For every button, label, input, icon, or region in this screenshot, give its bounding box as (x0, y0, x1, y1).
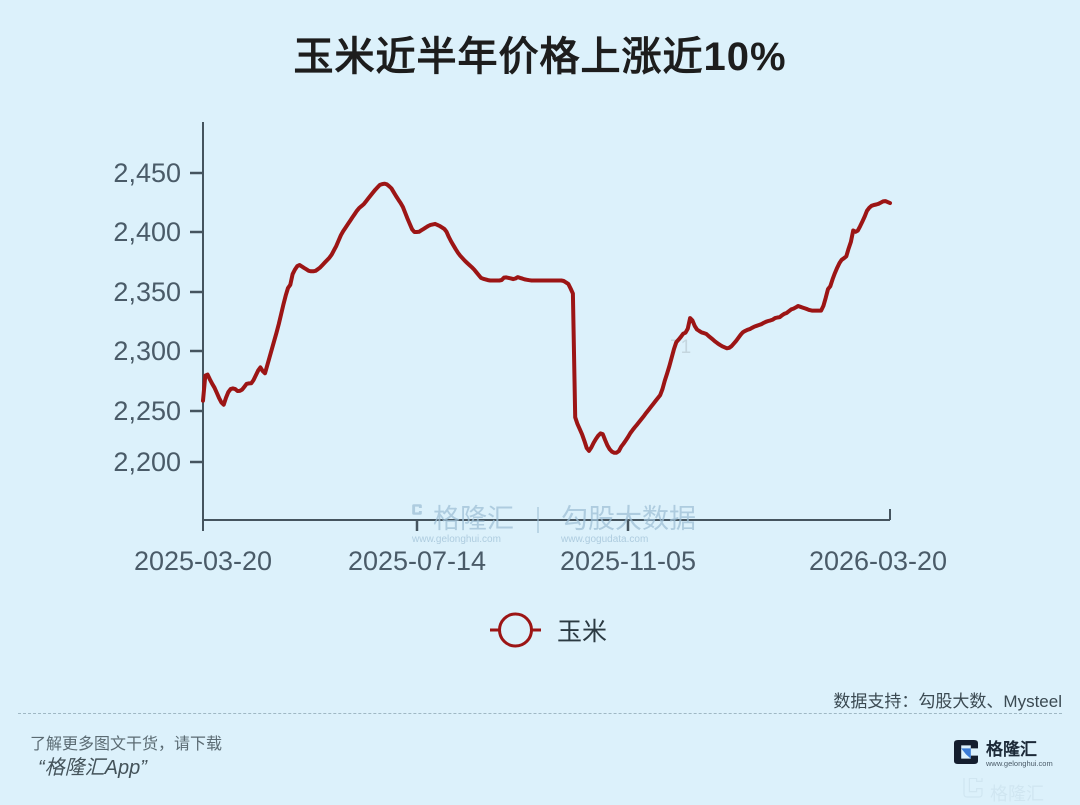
svg-text:2025-07-14: 2025-07-14 (348, 546, 486, 576)
svg-text:2,400: 2,400 (113, 217, 181, 247)
svg-text:2025-03-20: 2025-03-20 (134, 546, 272, 576)
svg-text:格隆汇: 格隆汇 (990, 784, 1044, 804)
svg-text:2,200: 2,200 (113, 447, 181, 477)
svg-text:www.gelonghui.com: www.gelonghui.com (411, 534, 501, 545)
svg-text:2025-11-05: 2025-11-05 (560, 546, 696, 576)
svg-text:勾股大数据: 勾股大数据 (561, 504, 696, 534)
svg-text:格隆汇: 格隆汇 (986, 739, 1037, 759)
svg-text:2,350: 2,350 (113, 277, 181, 307)
svg-text:2,300: 2,300 (113, 336, 181, 366)
svg-text:格隆汇: 格隆汇 (433, 504, 514, 534)
svg-text:2,250: 2,250 (113, 396, 181, 426)
svg-text:玉米: 玉米 (557, 618, 607, 646)
svg-text:2026-03-20: 2026-03-20 (809, 546, 947, 576)
svg-text:www.gogudata.com: www.gogudata.com (560, 534, 648, 545)
svg-text:www.gelonghui.com: www.gelonghui.com (985, 759, 1053, 768)
svg-text:2,450: 2,450 (113, 158, 181, 188)
